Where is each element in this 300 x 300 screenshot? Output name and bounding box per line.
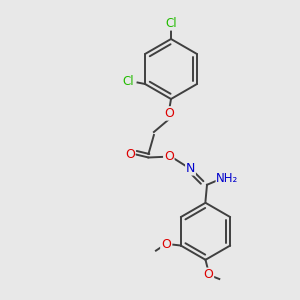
- Text: NH₂: NH₂: [216, 172, 238, 185]
- Text: Cl: Cl: [165, 17, 177, 30]
- Text: Cl: Cl: [123, 75, 134, 88]
- Text: O: O: [204, 268, 213, 281]
- Text: O: O: [161, 238, 171, 250]
- Text: O: O: [125, 148, 135, 161]
- Text: N: N: [186, 162, 195, 175]
- Text: O: O: [165, 107, 174, 120]
- Text: O: O: [164, 150, 174, 164]
